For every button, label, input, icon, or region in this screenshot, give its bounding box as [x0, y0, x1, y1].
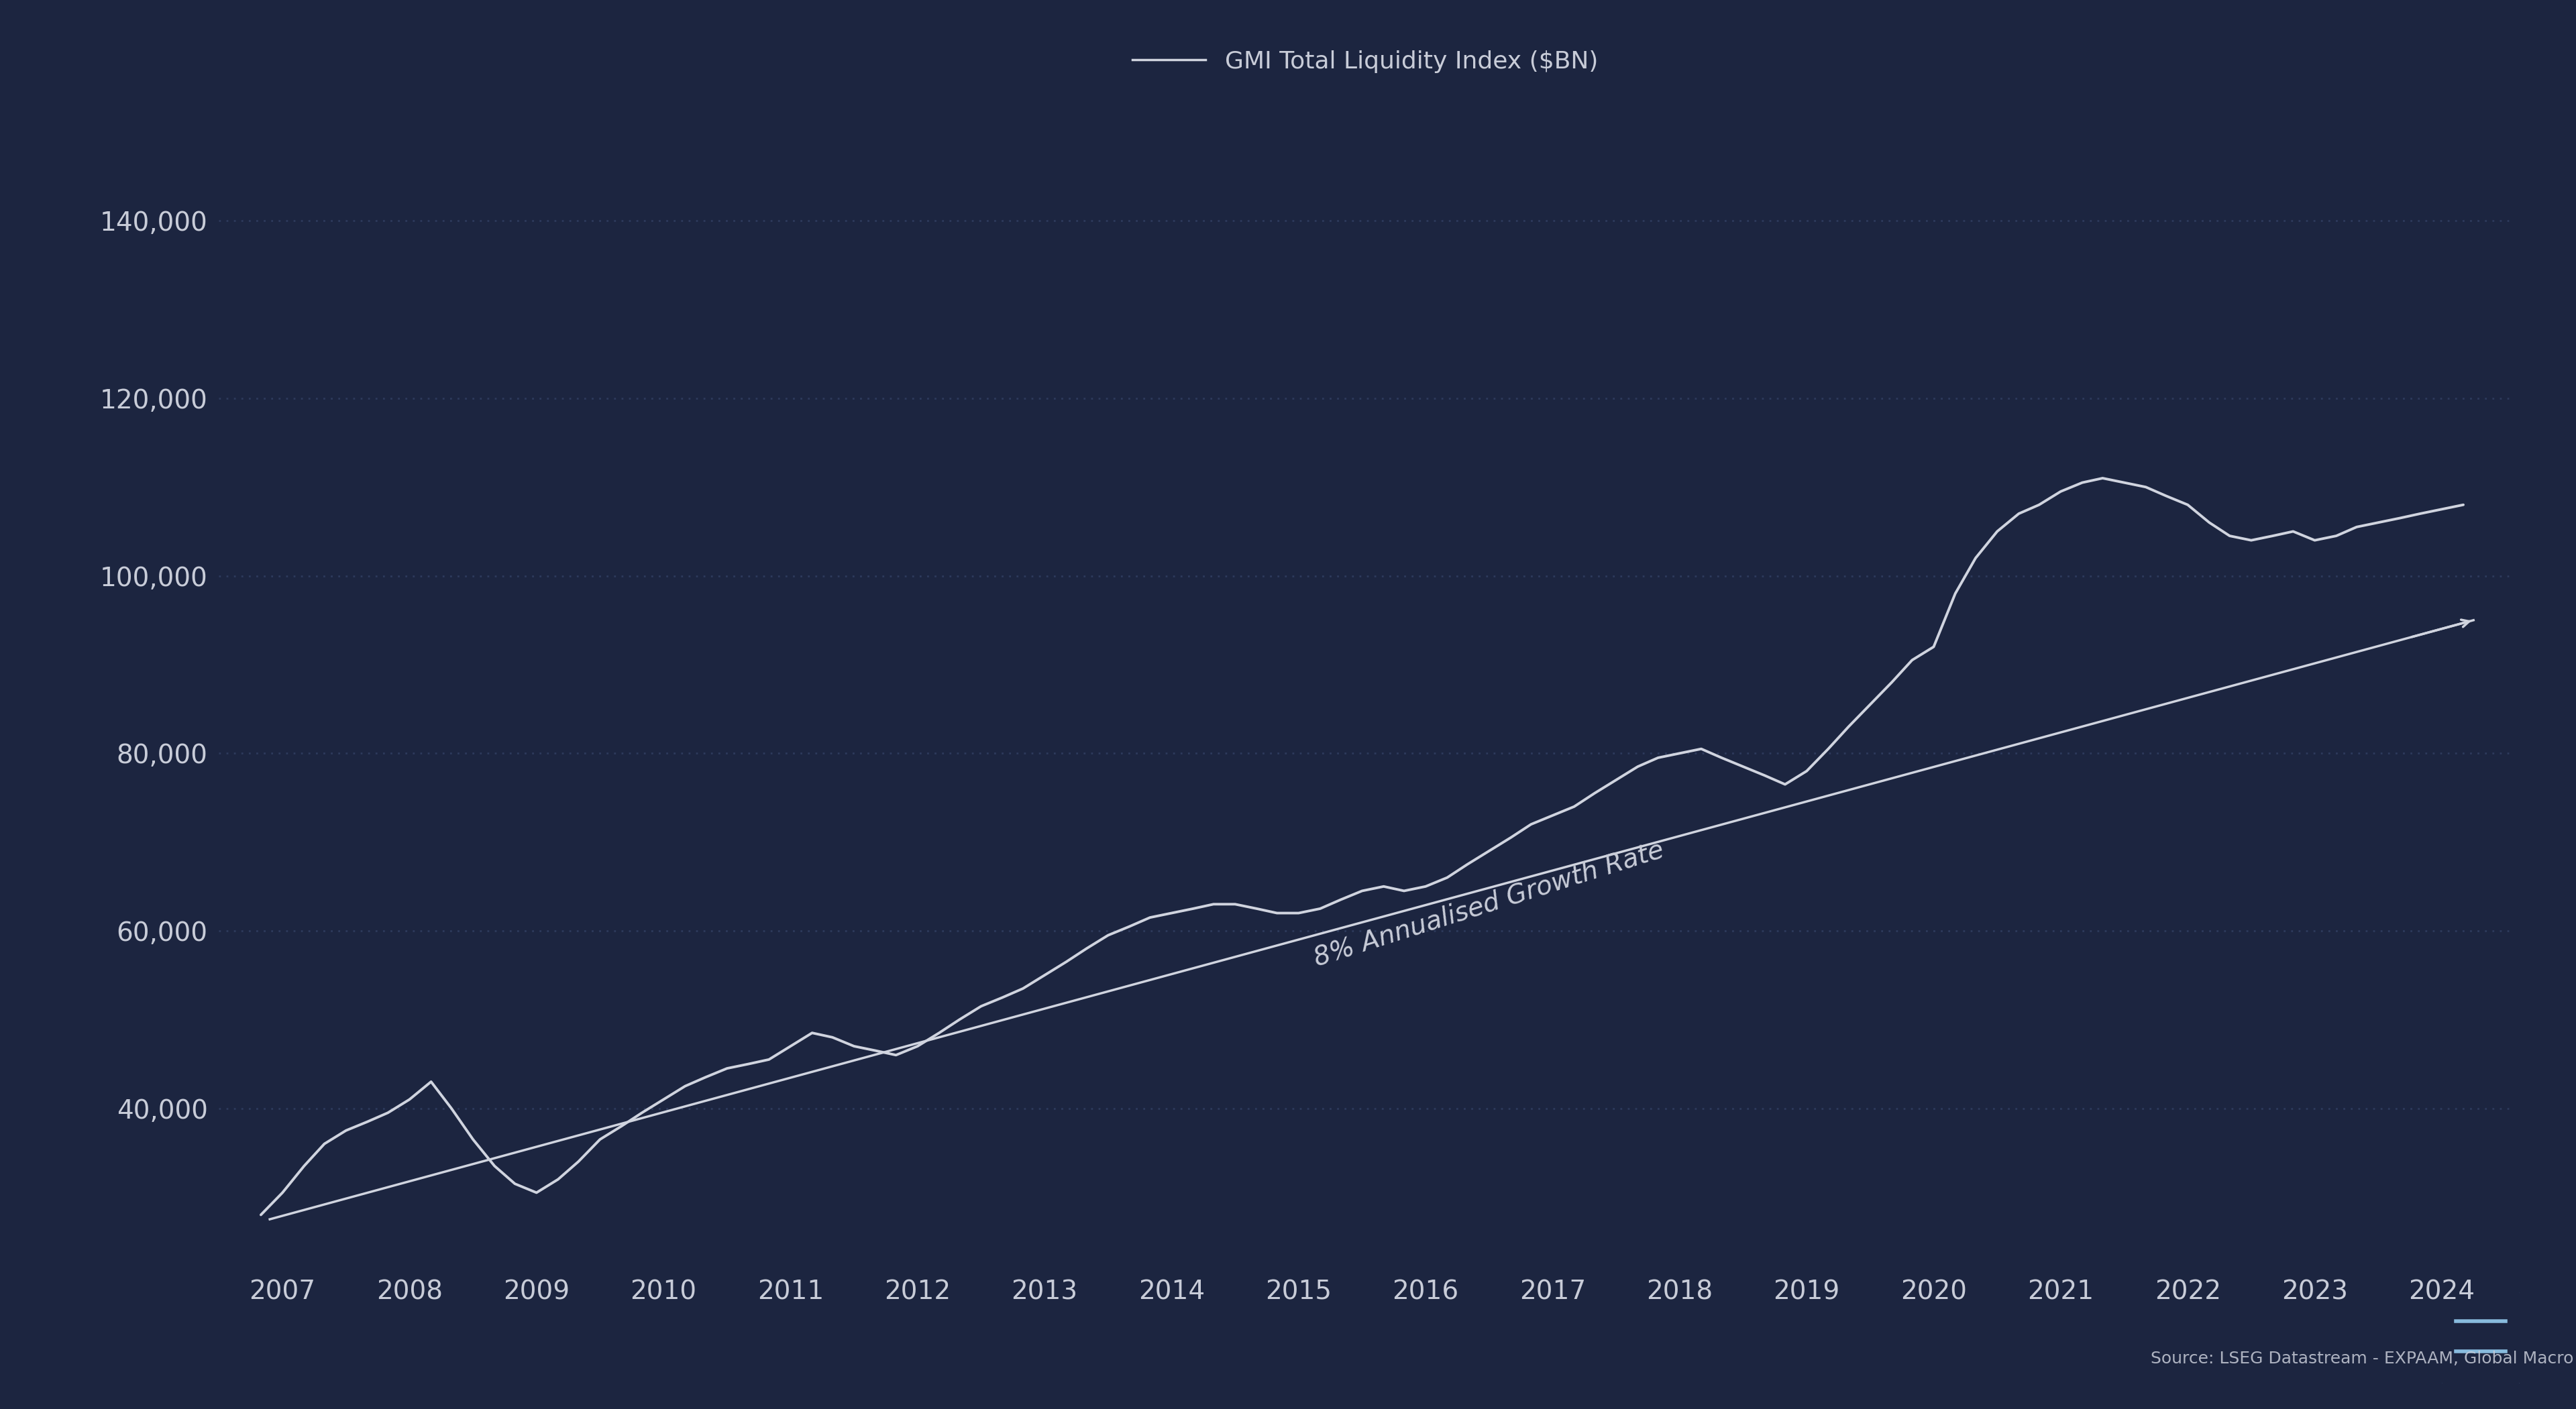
Text: Source: LSEG Datastream - EXPAAM, Global Macro Investor: Source: LSEG Datastream - EXPAAM, Global…	[2151, 1351, 2576, 1367]
Legend: GMI Total Liquidity Index ($BN): GMI Total Liquidity Index ($BN)	[1123, 41, 1607, 83]
Text: 8% Annualised Growth Rate: 8% Annualised Growth Rate	[1311, 837, 1667, 971]
